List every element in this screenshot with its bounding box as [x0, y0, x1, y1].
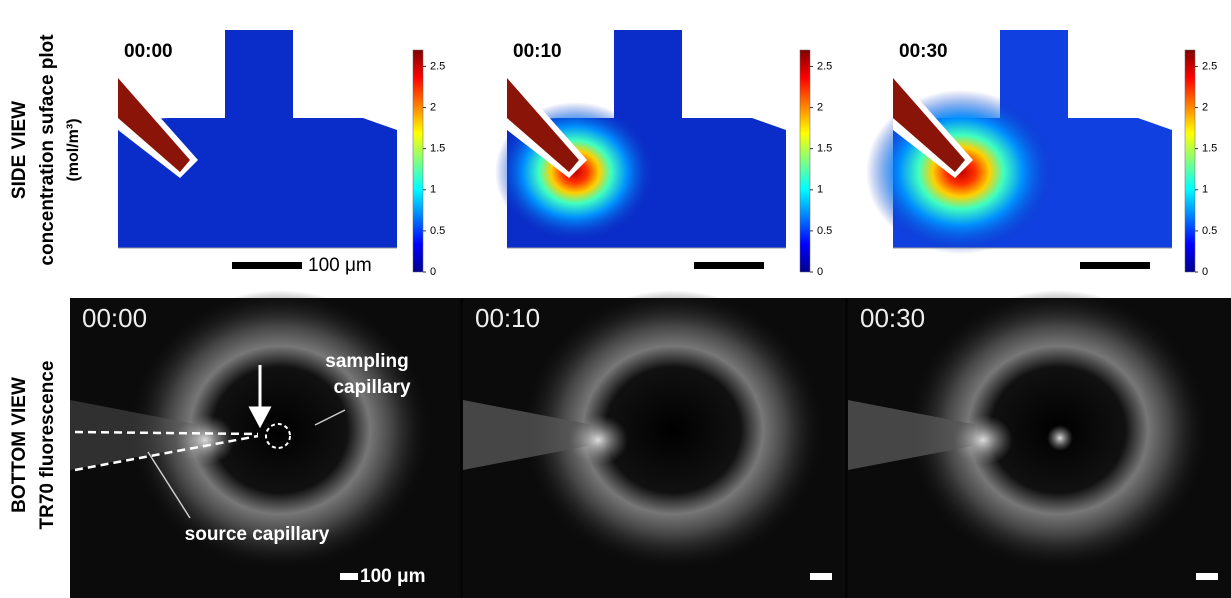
row-label: SIDE VIEW	[9, 101, 30, 199]
capillary-tip-glow	[568, 415, 628, 465]
annotation: sampling	[325, 351, 408, 372]
annotation: source capillary	[185, 524, 330, 545]
side-panel: 00:30 2.5 2 1.5 1 0.5 0	[866, 30, 1217, 285]
leader-line	[147, 451, 191, 519]
colorbar-tick-label: 2.5	[430, 60, 445, 72]
timestamp: 00:30	[860, 303, 925, 333]
row-sublabel: TR70 fluorescence	[37, 361, 58, 530]
source-plume	[70, 400, 200, 470]
source-outline	[74, 430, 259, 472]
side-panel: 00:10 2.5 2 1.5 1 0.5 0	[495, 30, 832, 285]
sample-spot	[1047, 425, 1073, 451]
scale-bar	[340, 573, 358, 580]
colorbar-tick-label: 0	[430, 266, 436, 278]
capillary-tip-glow	[175, 415, 235, 465]
micrograph: 00:00 100 μm sampling capillary source capil…	[70, 290, 460, 598]
capillary-tip-glow	[953, 415, 1013, 465]
side-panel: 00:00 100 μm 2.5 2 1.5 1 0.5 0	[118, 30, 445, 285]
colorbar-tick-label: 0.5	[817, 225, 832, 237]
sampling-outline	[265, 423, 291, 449]
colorbar-tick-label: 1	[430, 184, 436, 196]
timestamp: 00:30	[899, 41, 948, 62]
source-capillary	[118, 78, 190, 172]
row-label: BOTTOM VIEW	[9, 377, 30, 513]
source-plume	[848, 400, 978, 470]
colorbar-tick-label: 1.5	[1202, 143, 1217, 155]
colorbar-tick-label: 0.5	[430, 225, 445, 237]
colorbar-tick-label: 1.5	[817, 143, 832, 155]
scale-label: 100 μm	[360, 566, 426, 587]
source-capillary	[507, 78, 579, 172]
source-capillary	[893, 78, 965, 172]
colorbar-tick-label: 2.5	[1202, 60, 1217, 72]
colorbar-tick-label: 2.5	[817, 60, 832, 72]
micrograph: 00:30	[848, 290, 1231, 598]
flow-arrow	[248, 365, 272, 429]
scale-label: 100 μm	[308, 255, 372, 276]
colorbar-tick-label: 1	[817, 184, 823, 196]
micrograph: 00:10	[463, 290, 845, 598]
scale-bar	[694, 262, 764, 269]
source-plume	[463, 400, 593, 470]
scale-bar	[810, 573, 832, 580]
colorbar-tick-label: 2	[430, 101, 436, 113]
timestamp: 00:00	[124, 41, 173, 62]
row-sublabel: concentration suface plot	[37, 34, 58, 266]
timestamp: 00:00	[82, 303, 147, 333]
channel	[118, 30, 397, 248]
colorbar-tick-label: 2	[1202, 101, 1208, 113]
scale-bar	[1196, 573, 1218, 580]
timestamp: 00:10	[513, 41, 562, 62]
colorbar	[1184, 49, 1196, 273]
colorbar-tick-label: 2	[817, 101, 823, 113]
colorbar-tick-label: 0.5	[1202, 225, 1217, 237]
colorbar	[412, 49, 424, 273]
timestamp: 00:10	[475, 303, 540, 333]
colorbar-tick-label: 0	[1202, 266, 1208, 278]
colorbar-tick-label: 1.5	[430, 143, 445, 155]
scale-bar	[1080, 262, 1150, 269]
sampling-ring-glow	[130, 290, 430, 570]
scale-bar	[232, 262, 302, 269]
leader-line	[314, 409, 346, 426]
colorbar-tick-label: 1	[1202, 184, 1208, 196]
colorbar-tick-label: 0	[817, 266, 823, 278]
unit-label: (mol/m³)	[65, 118, 82, 181]
colorbar	[799, 49, 811, 273]
sampling-ring-glow	[523, 290, 823, 570]
annotation: capillary	[333, 377, 411, 398]
